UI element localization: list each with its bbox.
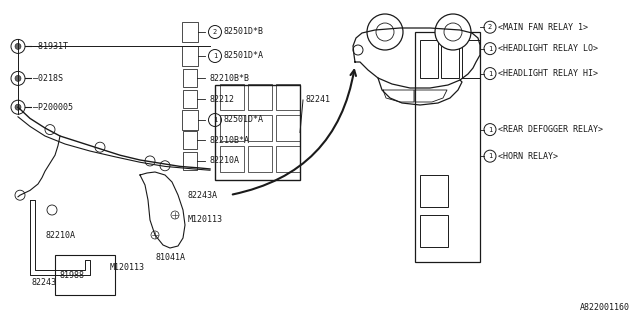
Text: —0218S: —0218S: [33, 74, 63, 83]
Text: 82210A: 82210A: [210, 156, 240, 165]
Bar: [220, 84, 244, 110]
Text: 1: 1: [488, 71, 492, 76]
Text: <HORN RELAY>: <HORN RELAY>: [498, 152, 558, 161]
Circle shape: [15, 44, 21, 49]
Text: 82210A: 82210A: [45, 230, 75, 239]
Text: 82210B*B: 82210B*B: [210, 74, 250, 83]
Text: 82241: 82241: [305, 95, 330, 105]
Circle shape: [15, 104, 21, 110]
Text: <HEADLIGHT RELAY LO>: <HEADLIGHT RELAY LO>: [498, 44, 598, 53]
Text: <HEADLIGHT RELAY HI>: <HEADLIGHT RELAY HI>: [498, 69, 598, 78]
Bar: [183, 90, 197, 108]
Text: 82212: 82212: [210, 95, 235, 104]
Bar: [183, 69, 197, 87]
Text: 82501D*B: 82501D*B: [224, 28, 264, 36]
Text: 1: 1: [488, 46, 492, 52]
Bar: [248, 84, 272, 110]
Text: 1: 1: [488, 153, 492, 159]
Text: 2: 2: [488, 24, 492, 30]
Text: 82501D*A: 82501D*A: [224, 116, 264, 124]
Text: 82243: 82243: [32, 278, 57, 287]
Bar: [182, 110, 198, 130]
Text: 82210B*A: 82210B*A: [210, 136, 250, 145]
Text: 82501D*A: 82501D*A: [224, 52, 264, 60]
Bar: [220, 146, 244, 172]
Text: 1: 1: [488, 127, 492, 132]
Bar: [248, 146, 272, 172]
Bar: [415, 32, 480, 262]
Bar: [248, 115, 272, 141]
Text: 81041A: 81041A: [155, 253, 185, 262]
Text: 81988: 81988: [60, 270, 85, 279]
Text: A822001160: A822001160: [580, 303, 630, 312]
Bar: [420, 215, 448, 247]
Bar: [420, 40, 438, 78]
Bar: [276, 84, 300, 110]
Circle shape: [15, 76, 21, 81]
Bar: [462, 40, 480, 78]
Bar: [183, 131, 197, 149]
Bar: [215, 85, 300, 180]
Text: —P200005: —P200005: [33, 103, 73, 112]
Bar: [441, 40, 459, 78]
Bar: [420, 175, 448, 207]
Bar: [182, 46, 198, 66]
Text: 1: 1: [213, 53, 217, 59]
Text: 2: 2: [213, 29, 217, 35]
Circle shape: [367, 14, 403, 50]
Text: M120113: M120113: [110, 263, 145, 273]
Bar: [55, 255, 115, 295]
Circle shape: [435, 14, 471, 50]
Text: 82243A: 82243A: [188, 190, 218, 199]
Text: 1: 1: [213, 117, 217, 123]
Bar: [183, 152, 197, 170]
Bar: [276, 146, 300, 172]
Bar: [220, 115, 244, 141]
Bar: [182, 22, 198, 42]
Text: <MAIN FAN RELAY 1>: <MAIN FAN RELAY 1>: [498, 23, 588, 32]
Text: M120113: M120113: [188, 215, 223, 225]
Bar: [276, 115, 300, 141]
Text: —81931T: —81931T: [33, 42, 68, 51]
Text: <REAR DEFOGGER RELAY>: <REAR DEFOGGER RELAY>: [498, 125, 603, 134]
